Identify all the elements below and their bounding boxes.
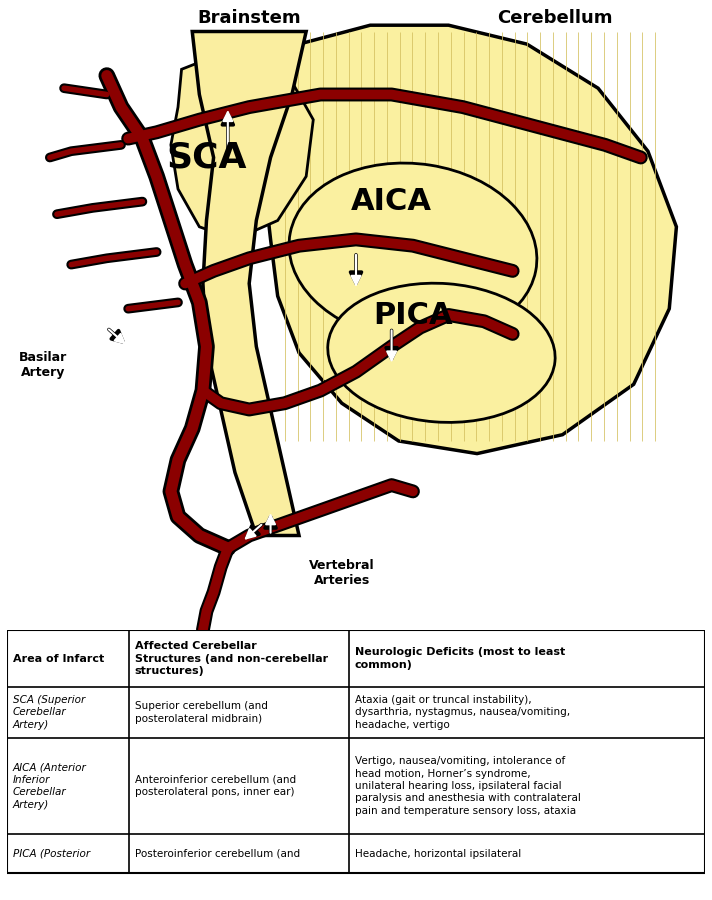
Text: AICA: AICA	[351, 187, 432, 216]
Text: Brainstem: Brainstem	[197, 10, 301, 28]
Text: AICA (Anterior
Inferior
Cerebellar
Artery): AICA (Anterior Inferior Cerebellar Arter…	[13, 762, 86, 810]
Ellipse shape	[289, 163, 537, 341]
Text: Cerebellum: Cerebellum	[498, 10, 613, 28]
Text: Posteroinferior cerebellum (and: Posteroinferior cerebellum (and	[135, 849, 300, 859]
Text: Superior cerebellum (and
posterolateral midbrain): Superior cerebellum (and posterolateral …	[135, 701, 268, 724]
Polygon shape	[171, 57, 313, 239]
Text: SCA: SCA	[166, 140, 247, 175]
Text: SCA (Superior
Cerebellar
Artery): SCA (Superior Cerebellar Artery)	[13, 695, 85, 730]
Text: Neurologic Deficits (most to least
common): Neurologic Deficits (most to least commo…	[355, 647, 565, 670]
Text: Headache, horizontal ipsilateral: Headache, horizontal ipsilateral	[355, 849, 521, 859]
Polygon shape	[192, 32, 306, 536]
Text: Basilar
Artery: Basilar Artery	[19, 351, 67, 380]
Text: PICA: PICA	[373, 301, 453, 329]
Text: Vertigo, nausea/vomiting, intolerance of
head motion, Horner’s syndrome,
unilate: Vertigo, nausea/vomiting, intolerance of…	[355, 756, 580, 815]
Text: Affected Cerebellar
Structures (and non-cerebellar
structures): Affected Cerebellar Structures (and non-…	[135, 641, 328, 676]
Text: Vertebral
Arteries: Vertebral Arteries	[309, 559, 375, 588]
Text: PICA (Posterior: PICA (Posterior	[13, 849, 90, 859]
Text: Area of Infarct: Area of Infarct	[13, 653, 104, 663]
Ellipse shape	[328, 284, 555, 422]
Polygon shape	[256, 25, 676, 454]
Text: Ataxia (gait or truncal instability),
dysarthria, nystagmus, nausea/vomiting,
he: Ataxia (gait or truncal instability), dy…	[355, 695, 570, 730]
Text: Anteroinferior cerebellum (and
posterolateral pons, inner ear): Anteroinferior cerebellum (and posterola…	[135, 775, 296, 797]
